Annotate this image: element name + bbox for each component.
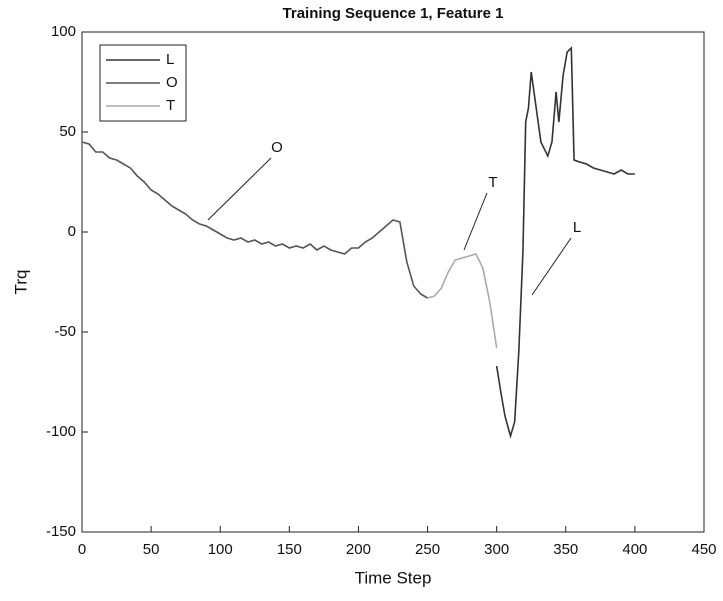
x-tick-label: 100 xyxy=(208,541,233,558)
plot-frame xyxy=(81,31,705,533)
series-line xyxy=(81,141,428,299)
x-axis-label: Time Step xyxy=(355,568,432,587)
annotation-line xyxy=(463,192,488,251)
x-tick-label: 300 xyxy=(484,541,509,558)
legend-label: L xyxy=(166,51,174,68)
x-tick-label: 200 xyxy=(346,541,371,558)
annotation: L xyxy=(573,219,581,236)
annotation: T xyxy=(488,174,497,191)
annotation-line xyxy=(207,157,272,221)
y-axis-label: Trq xyxy=(11,270,30,295)
x-tick-label: 0 xyxy=(78,541,86,558)
x-tick-label: 250 xyxy=(415,541,440,558)
x-tick-label: 400 xyxy=(622,541,647,558)
series-line xyxy=(427,253,498,349)
annotation: O xyxy=(271,139,283,156)
legend-label: T xyxy=(166,97,175,114)
y-tick-label: -150 xyxy=(46,523,76,540)
y-tick-label: -50 xyxy=(54,323,76,340)
series-line xyxy=(495,46,635,439)
annotation-line xyxy=(531,237,572,296)
chart-title: Training Sequence 1, Feature 1 xyxy=(283,5,504,22)
x-tick-label: 350 xyxy=(553,541,578,558)
y-tick-label: 50 xyxy=(59,123,76,140)
x-tick-label: 450 xyxy=(691,541,716,558)
y-tick-label: -100 xyxy=(46,423,76,440)
x-tick-label: 50 xyxy=(143,541,160,558)
y-tick-label: 0 xyxy=(68,223,76,240)
x-tick-label: 150 xyxy=(277,541,302,558)
y-tick-label: 100 xyxy=(51,23,76,40)
legend-label: O xyxy=(166,74,178,91)
